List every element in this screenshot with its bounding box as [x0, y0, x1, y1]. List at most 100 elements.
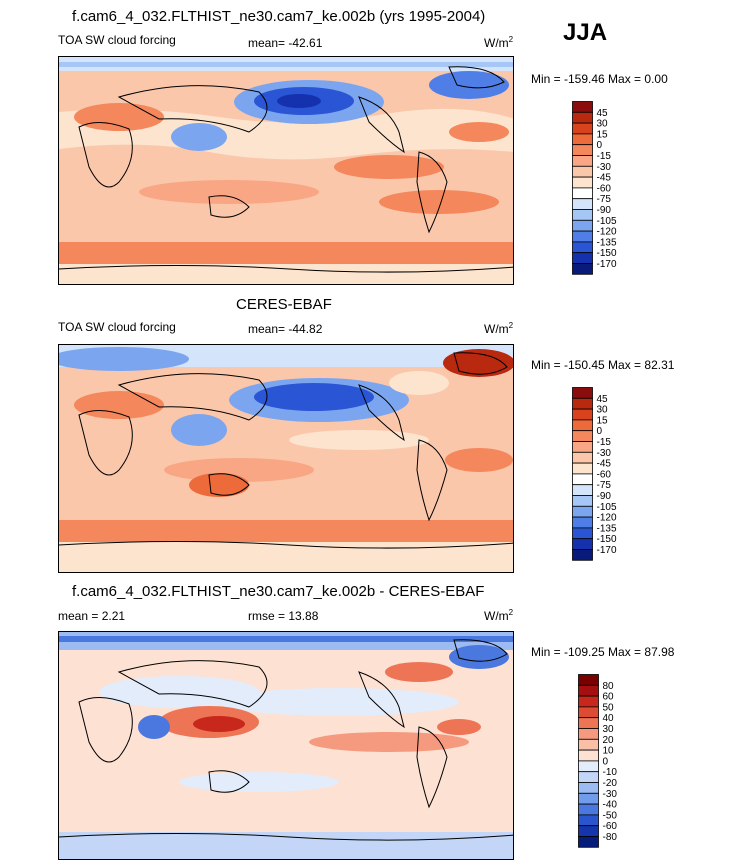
colorbar-level-label: -30	[597, 162, 612, 173]
colorbar-swatch	[572, 133, 593, 146]
colorbar-swatch	[578, 803, 599, 816]
panel-3-units: W/m2	[484, 608, 514, 623]
colorbar-level-label: -90	[597, 491, 612, 502]
panel-3-rmse-label: rmse = 13.88	[248, 609, 319, 623]
colorbar-level-label: -20	[603, 778, 618, 789]
colorbar-level-label: 30	[597, 405, 609, 416]
colorbar-level-label: -170	[597, 545, 617, 556]
panel-3-mean-label: mean = 2.21	[58, 609, 126, 623]
colorbar-level-label: -60	[597, 469, 612, 480]
colorbar-level-label: 45	[597, 108, 609, 119]
colorbar-swatch	[578, 695, 599, 708]
colorbar-level-label: 80	[603, 681, 615, 692]
colorbar-level-label: 60	[603, 692, 615, 703]
colorbar-swatch	[572, 430, 593, 442]
colorbar-level-label: -90	[597, 205, 612, 216]
panel-2-units: W/m2	[484, 321, 514, 336]
colorbar-level-label: 40	[603, 713, 615, 724]
colorbar-level-label: -60	[603, 821, 618, 832]
colorbar-level-label: -150	[597, 248, 617, 259]
colorbar-swatch	[572, 538, 593, 550]
colorbar-level-label: -45	[597, 459, 612, 470]
colorbar-swatch	[572, 473, 593, 486]
colorbar-swatch	[572, 408, 593, 421]
colorbar-swatch	[572, 209, 593, 221]
colorbar-swatch	[572, 451, 593, 464]
colorbar-level-label: -120	[597, 513, 617, 524]
colorbar-swatch	[578, 771, 599, 783]
panel-1-left-label: TOA SW cloud forcing	[58, 33, 176, 47]
colorbar-level-label: -50	[603, 810, 618, 821]
colorbar-swatch	[578, 738, 599, 751]
colorbar-swatch	[572, 441, 593, 453]
panel-2-title: CERES-EBAF	[236, 296, 332, 313]
colorbar-level-label: -10	[603, 767, 618, 778]
panel-2-left-label: TOA SW cloud forcing	[58, 320, 176, 334]
colorbar-level-label: 15	[597, 415, 609, 426]
panel-2-colorbar-svg: 4530150-15-30-45-60-75-90-105-120-135-15…	[572, 387, 617, 561]
colorbar-swatch	[578, 782, 599, 794]
colorbar-level-label: -15	[597, 437, 612, 448]
colorbar-level-label: 15	[597, 129, 609, 140]
colorbar-level-label: 0	[597, 426, 603, 437]
panel-1-units: W/m2	[484, 35, 514, 50]
colorbar-swatch	[578, 728, 599, 740]
panel-1-colorbar: 45 30 15 0 -15 -30 -45 -60 -75 -90 -105 -120 -135 -15…	[572, 101, 632, 281]
colorbar-swatch	[578, 674, 599, 686]
colorbar-swatch	[572, 155, 593, 167]
colorbar-level-label: -135	[597, 523, 617, 534]
colorbar-swatch	[572, 198, 593, 210]
panel-1-title: f.cam6_4_032.FLTHIST_ne30.cam7_ke.002b (…	[72, 8, 486, 25]
panel-1-map	[58, 56, 514, 285]
colorbar-level-label: -75	[597, 194, 612, 205]
colorbar-swatch	[572, 219, 593, 232]
colorbar-swatch	[572, 176, 593, 189]
colorbar-level-label: 10	[603, 746, 615, 757]
colorbar-swatch	[578, 792, 599, 805]
colorbar-swatch	[572, 241, 593, 254]
panel-3-colorbar: 80 60 50 40 30 20 10 0 -10 -20 -30 -40 -50 -60 -80	[578, 674, 638, 854]
colorbar-level-label: 45	[597, 394, 609, 405]
colorbar-level-label: -30	[603, 789, 618, 800]
colorbar-level-label: -40	[603, 800, 618, 811]
panel-1-mean-label: mean= -42.61	[248, 36, 323, 50]
colorbar-level-label: -135	[597, 237, 617, 248]
colorbar-level-label: -45	[597, 173, 612, 184]
colorbar-swatch	[578, 717, 599, 729]
colorbar-swatch	[572, 419, 593, 432]
colorbar-swatch	[578, 836, 599, 848]
colorbar-level-label: 50	[603, 702, 615, 713]
colorbar-level-label: -60	[597, 183, 612, 194]
colorbar-level-label: -150	[597, 534, 617, 545]
colorbar-level-label: 30	[597, 119, 609, 130]
panel-3-title: f.cam6_4_032.FLTHIST_ne30.cam7_ke.002b -…	[72, 583, 485, 600]
colorbar-level-label: -170	[597, 259, 617, 270]
colorbar-swatch	[572, 516, 593, 529]
colorbar-swatch	[578, 706, 599, 719]
colorbar-swatch	[572, 495, 593, 507]
panel-1-colorbar-svg: 4530150-15-30-45-60-75-90-105-120-135-15…	[572, 101, 617, 275]
colorbar-swatch	[578, 749, 599, 762]
colorbar-level-label: -30	[597, 448, 612, 459]
colorbar-level-label: 20	[603, 735, 615, 746]
colorbar-swatch	[578, 814, 599, 827]
colorbar-swatch	[572, 397, 593, 410]
panel-2-colorbar: 45 30 15 0 -15 -30 -45 -60 -75 -90 -105 -120 -135 -15…	[572, 387, 632, 567]
colorbar-level-label: 0	[603, 756, 609, 767]
colorbar-swatch	[572, 462, 593, 475]
colorbar-swatch	[572, 165, 593, 178]
colorbar-swatch	[572, 187, 593, 200]
colorbar-swatch	[578, 825, 599, 837]
colorbar-swatch	[572, 263, 593, 275]
panel-2-minmax: Min = -150.45 Max = 82.31	[531, 358, 675, 372]
colorbar-swatch	[572, 484, 593, 496]
panel-2-map	[58, 344, 514, 573]
colorbar-level-label: -105	[597, 216, 617, 227]
colorbar-level-label: -15	[597, 151, 612, 162]
panel-3-minmax: Min = -109.25 Max = 87.98	[531, 645, 675, 659]
colorbar-level-label: 0	[597, 140, 603, 151]
panel-2-mean-label: mean= -44.82	[248, 322, 323, 336]
colorbar-level-label: 30	[603, 724, 615, 735]
colorbar-swatch	[572, 144, 593, 156]
